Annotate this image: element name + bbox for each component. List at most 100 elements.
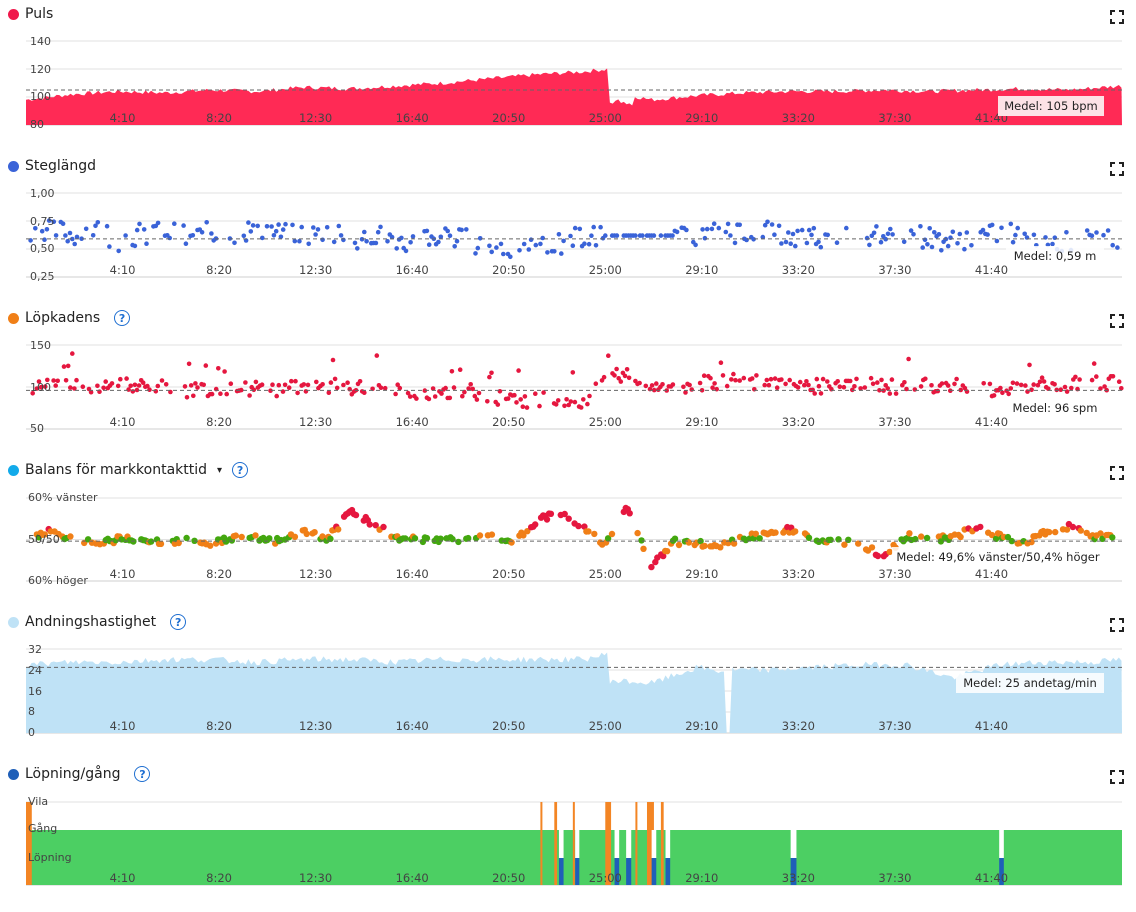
panel-title-row: Puls xyxy=(8,6,53,22)
series-color-dot xyxy=(8,616,19,628)
help-icon[interactable]: ? xyxy=(114,310,131,326)
stride-point xyxy=(760,234,766,240)
cadence-point xyxy=(203,363,209,368)
cadence-point xyxy=(806,382,811,388)
balance-point xyxy=(717,544,724,551)
mean-label-bg xyxy=(1006,246,1104,266)
expand-icon[interactable] xyxy=(1110,466,1124,480)
stride-point xyxy=(51,219,57,224)
cadence-point xyxy=(570,370,576,375)
cadence-point xyxy=(893,391,899,396)
cadence-point xyxy=(259,382,265,387)
stride-point xyxy=(487,243,492,249)
stride-point xyxy=(885,231,891,237)
cadence-point xyxy=(651,387,657,393)
y-tick-label: 32 xyxy=(28,643,42,656)
cadence-point xyxy=(443,385,448,391)
panel-title: Andningshastighet xyxy=(25,614,157,630)
y-tick-label: 80 xyxy=(30,118,44,131)
balance-point xyxy=(855,540,862,547)
balance-point xyxy=(1004,533,1012,541)
balance-point xyxy=(874,552,882,560)
stride-point xyxy=(716,225,722,231)
balance-point xyxy=(1097,530,1104,537)
balance-point xyxy=(841,541,848,548)
stride-point xyxy=(74,234,80,240)
x-tick-label: 33:20 xyxy=(782,567,815,581)
balance-point xyxy=(565,515,572,522)
cadence-point xyxy=(752,387,757,392)
cadence-point xyxy=(397,385,403,391)
stride-point xyxy=(190,233,196,238)
stride-point xyxy=(72,241,77,247)
cadence-point xyxy=(276,382,282,388)
walking-segment xyxy=(26,802,32,885)
balance-point xyxy=(1063,526,1071,533)
stride-point xyxy=(793,243,798,249)
stride-point xyxy=(475,245,481,251)
expand-icon[interactable] xyxy=(1110,314,1124,328)
mean-label: Medel: 25 andetag/min xyxy=(963,676,1097,690)
cadence-point xyxy=(797,379,803,385)
stride-point xyxy=(528,237,534,242)
x-tick-label: 33:20 xyxy=(782,263,815,277)
stride-point xyxy=(878,239,884,245)
expand-icon[interactable] xyxy=(1110,162,1124,176)
stride-point xyxy=(925,242,930,247)
cadence-point xyxy=(837,384,843,389)
help-icon[interactable]: ? xyxy=(232,462,249,478)
cadence-point xyxy=(512,392,517,398)
cadence-point xyxy=(457,367,463,372)
cadence-point xyxy=(1010,380,1016,386)
rest-gap xyxy=(999,830,1004,858)
stride-point xyxy=(593,243,599,248)
help-icon[interactable]: ? xyxy=(134,766,151,782)
dropdown-caret-icon[interactable]: ▾ xyxy=(217,464,223,476)
balance-point xyxy=(303,530,310,538)
cadence-point xyxy=(852,384,857,389)
cadence-point xyxy=(779,377,784,382)
help-icon[interactable]: ? xyxy=(170,614,187,630)
stride-point xyxy=(559,251,564,256)
balance-point xyxy=(147,538,155,545)
balance-point xyxy=(465,534,472,542)
balance-point xyxy=(671,535,679,542)
series-color-dot xyxy=(8,160,19,172)
balance-point xyxy=(327,535,334,542)
stride-point xyxy=(818,244,824,250)
stride-point xyxy=(922,237,928,243)
cadence-point xyxy=(612,373,617,378)
x-tick-label: 41:40 xyxy=(975,719,1008,733)
stride-point xyxy=(732,240,738,246)
x-tick-label: 4:10 xyxy=(110,871,136,885)
y-tick-label: 150 xyxy=(30,339,51,352)
stride-point xyxy=(355,246,360,251)
stride-point xyxy=(385,239,390,244)
cadence-point xyxy=(923,376,928,382)
stride-point xyxy=(693,242,698,248)
cadence-point xyxy=(516,368,521,373)
stride-point xyxy=(945,243,951,249)
cadence-point xyxy=(1073,374,1078,380)
cadence-point xyxy=(222,369,227,374)
stride-point xyxy=(911,232,916,237)
x-tick-label: 37:30 xyxy=(878,719,911,733)
stride-point xyxy=(39,228,45,234)
stride-point xyxy=(936,232,942,237)
stride-point xyxy=(874,224,879,229)
x-tick-label: 4:10 xyxy=(110,415,136,429)
cadence-point xyxy=(622,373,628,379)
expand-icon[interactable] xyxy=(1110,770,1124,784)
stride-point xyxy=(438,234,444,240)
stride-point xyxy=(408,240,413,245)
stride-point xyxy=(1101,232,1106,238)
cadence-point xyxy=(906,356,911,362)
expand-icon[interactable] xyxy=(1110,10,1124,24)
balance-point xyxy=(923,534,931,542)
stride-point xyxy=(1110,242,1115,248)
y-tick-label: 0 xyxy=(28,726,35,739)
stride-point xyxy=(1050,241,1055,247)
balance-point xyxy=(868,544,876,551)
expand-icon[interactable] xyxy=(1110,618,1124,632)
balance-point xyxy=(1069,523,1077,531)
